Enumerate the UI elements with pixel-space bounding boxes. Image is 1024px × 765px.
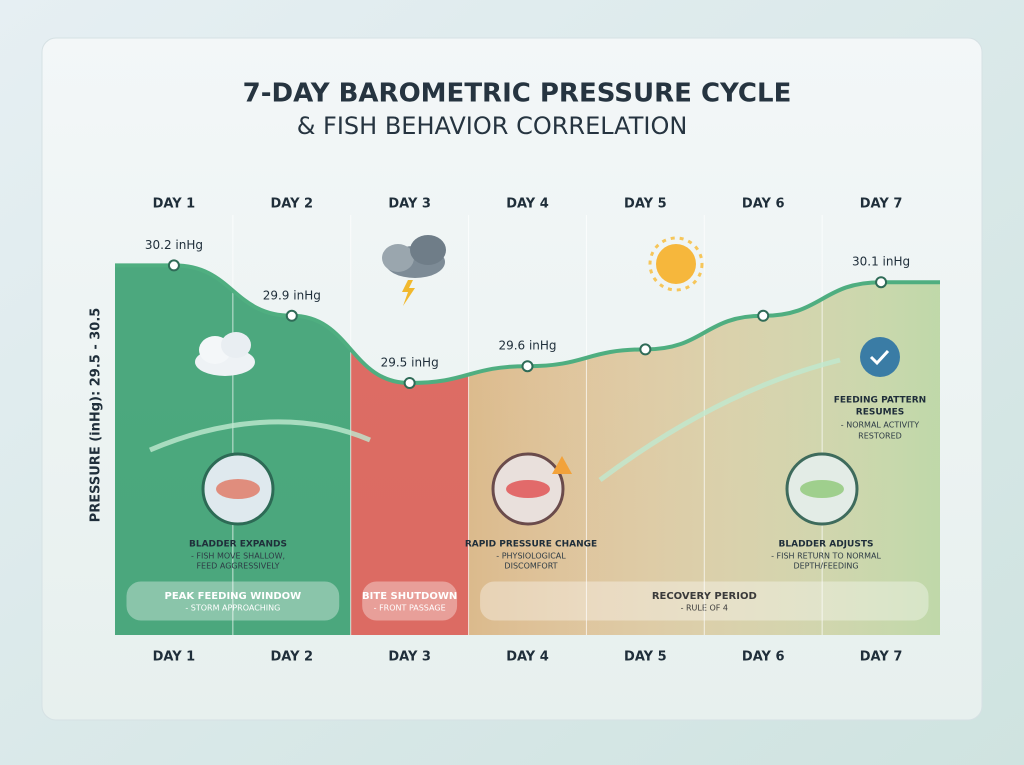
x-tick-label: DAY 1 — [153, 650, 196, 665]
value-label: 30.2 inHg — [145, 238, 203, 252]
x-tick-label: DAY 3 — [388, 650, 431, 665]
annotations: BLADDER EXPANDS - FISH MOVE SHALLOW, FEE… — [189, 396, 926, 571]
zone-pill — [362, 581, 458, 621]
value-label: 29.9 inHg — [263, 288, 321, 302]
annotation-line: FEED AGGRESSIVELY — [196, 562, 279, 571]
value-label: 29.6 inHg — [498, 339, 556, 353]
x-tick-label: DAY 4 — [506, 650, 549, 665]
x-tick-label: DAY 7 — [860, 197, 903, 212]
zone-label: BITE SHUTDOWN — [362, 591, 457, 602]
annotation-title: FEEDING PATTERN — [834, 396, 926, 406]
data-point — [757, 309, 770, 322]
annotation-title: RAPID PRESSURE CHANGE — [465, 540, 597, 550]
chart-subtitle: & FISH BEHAVIOR CORRELATION — [297, 112, 688, 140]
data-point — [167, 259, 180, 272]
data-point — [639, 343, 652, 356]
x-tick-label: DAY 7 — [860, 650, 903, 665]
x-tick-label: DAY 5 — [624, 650, 667, 665]
zone-note: - FRONT PASSAGE — [374, 604, 446, 613]
annotation-title: RESUMES — [856, 408, 904, 418]
annotation-line: DISCOMFORT — [504, 562, 557, 571]
y-axis-title: PRESSURE (inHg): 29.5 - 30.5 — [89, 308, 104, 523]
x-tick-label: DAY 2 — [270, 197, 313, 212]
data-point — [403, 377, 416, 389]
chart-title: 7-DAY BAROMETRIC PRESSURE CYCLE — [243, 79, 792, 109]
storm-cloud-icon — [382, 235, 446, 306]
x-tick-label: DAY 6 — [742, 650, 785, 665]
x-tick-label: DAY 4 — [506, 197, 549, 212]
flow-arrows — [149, 357, 841, 483]
sun-icon — [648, 236, 704, 292]
data-point — [875, 276, 888, 289]
annotation-line: - PHYSIOLOGICAL — [496, 552, 566, 561]
annotation-line: - FISH RETURN TO NORMAL — [771, 552, 881, 561]
x-tick-label: DAY 2 — [270, 650, 313, 665]
fish-badges — [201, 337, 900, 526]
x-tick-label: DAY 6 — [742, 197, 785, 212]
annotation-line: - NORMAL ACTIVITY — [841, 421, 920, 430]
annotation-line: DEPTH/FEEDING — [793, 562, 858, 571]
annotation-title: BLADDER EXPANDS — [189, 540, 287, 550]
cloud-icon — [195, 332, 255, 376]
x-tick-label: DAY 3 — [388, 197, 431, 212]
annotation-line: - FISH MOVE SHALLOW, — [191, 552, 285, 561]
annotation-title: BLADDER ADJUSTS — [779, 540, 874, 550]
x-tick-label: DAY 5 — [624, 197, 667, 212]
value-label: 30.1 inHg — [852, 255, 910, 269]
x-tick-label: DAY 1 — [153, 197, 196, 212]
data-point — [521, 360, 534, 373]
data-point — [285, 309, 298, 322]
annotation-line: RESTORED — [858, 432, 902, 441]
value-label: 29.5 inHg — [381, 356, 439, 370]
